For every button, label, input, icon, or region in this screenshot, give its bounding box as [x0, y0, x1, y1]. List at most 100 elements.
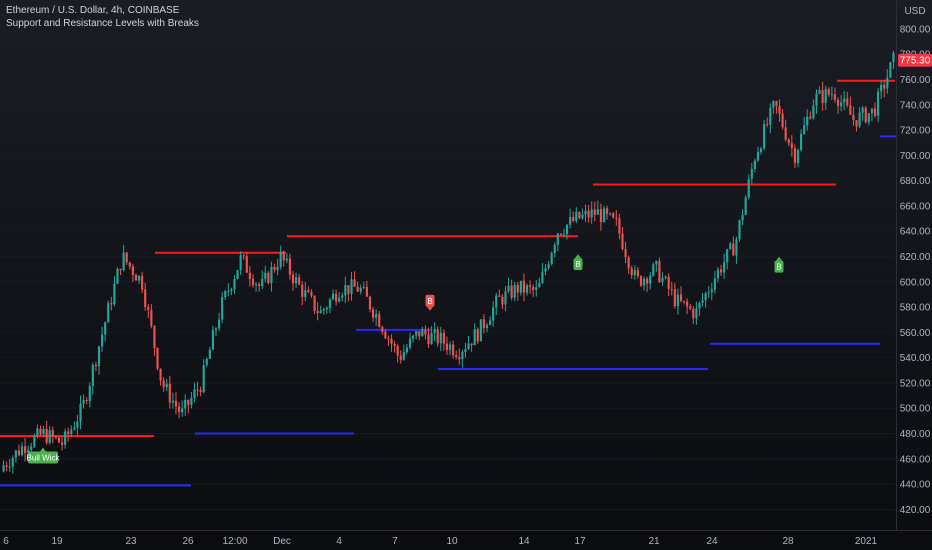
candle-body — [627, 257, 630, 269]
candle-body — [861, 107, 864, 113]
candle-body — [45, 428, 48, 443]
candle-body — [479, 319, 482, 342]
candle-body — [532, 286, 535, 291]
candle-body — [218, 319, 221, 329]
price-tick-label: 420.00 — [900, 505, 931, 516]
candle-body — [809, 116, 812, 119]
candle-body — [642, 278, 646, 286]
candle-body — [439, 332, 442, 344]
candle-body — [294, 277, 298, 284]
candle-body — [430, 332, 433, 345]
candle-body — [319, 310, 322, 314]
candle-body — [233, 278, 236, 290]
time-tick-label: 21 — [648, 536, 660, 547]
candle-body — [113, 283, 116, 305]
candle-body — [159, 368, 162, 381]
candle-body — [42, 428, 45, 435]
candle-body — [254, 284, 258, 286]
candle-body — [541, 271, 544, 283]
candle-body — [156, 347, 159, 369]
candle-body — [778, 105, 781, 114]
candle-body — [852, 114, 855, 121]
candle-body — [488, 320, 492, 326]
candle-body — [590, 209, 593, 218]
candle-body — [322, 309, 325, 311]
candle-body — [458, 357, 461, 360]
candle-body — [211, 330, 215, 350]
candle-body — [886, 77, 889, 89]
candle-body — [584, 210, 587, 215]
candle-body — [649, 275, 652, 284]
candle-body — [248, 272, 251, 279]
candle-body — [14, 450, 17, 458]
candle-body — [335, 293, 338, 302]
candle-body — [30, 446, 33, 450]
candle-body — [830, 94, 833, 96]
candle-body — [85, 400, 88, 402]
time-tick-label: 6 — [3, 536, 9, 547]
currency-label[interactable]: USD — [904, 6, 925, 17]
candle-body — [655, 261, 658, 265]
candle-body — [270, 266, 273, 284]
symbol-title[interactable]: Ethereum / U.S. Dollar, 4h, COINBASE — [6, 5, 180, 16]
candle-body — [476, 329, 479, 342]
time-tick-label: Dec — [273, 536, 291, 547]
price-tick-label: 660.00 — [900, 201, 931, 212]
time-axis[interactable]: 6 19 23 26 12:00 Dec 4 7 10 14 17 21 24 28 2021 — [3, 536, 877, 547]
candle-body — [679, 294, 683, 301]
candle-body — [412, 335, 415, 339]
candle-body — [8, 466, 11, 468]
candle-body — [418, 331, 421, 337]
label-text: B — [427, 297, 432, 306]
candle-body — [621, 233, 624, 250]
candle-body — [686, 301, 689, 307]
candle-body — [710, 289, 713, 293]
candle-body — [396, 346, 399, 356]
candle-body — [116, 268, 119, 284]
indicator-title[interactable]: Support and Resistance Levels with Break… — [6, 18, 199, 29]
candle-body — [57, 437, 61, 443]
candle-body — [569, 216, 572, 225]
candle-body — [60, 442, 64, 445]
candle-body — [732, 243, 735, 256]
candle-body — [356, 286, 359, 292]
price-tick-label: 580.00 — [900, 303, 931, 314]
candle-body — [82, 400, 85, 404]
candle-body — [461, 351, 464, 360]
candle-body — [763, 123, 766, 149]
candle-body — [892, 52, 895, 63]
candle-body — [562, 234, 566, 236]
candle-body — [833, 94, 837, 100]
candle-body — [67, 431, 70, 435]
time-tick-label: 19 — [51, 536, 63, 547]
candle-body — [713, 278, 716, 290]
candle-body — [470, 343, 473, 346]
candle-body — [261, 278, 264, 287]
price-axis[interactable]: 420.00 440.00 460.00 480.00 500.00 520.00 540.… — [900, 24, 931, 515]
last-price-value: 775.30 — [900, 56, 931, 67]
price-tick-label: 700.00 — [900, 151, 931, 162]
candle-body — [273, 266, 276, 270]
candle-body — [876, 91, 880, 116]
price-tick-label: 740.00 — [900, 100, 931, 111]
candle-body — [150, 309, 153, 326]
candle-body — [873, 108, 877, 116]
candle-body — [436, 329, 439, 344]
candle-body — [184, 399, 187, 409]
candle-body — [578, 211, 581, 219]
candle-body — [331, 293, 335, 300]
candle-body — [79, 403, 82, 422]
candle-body — [498, 295, 501, 297]
candle-body — [624, 249, 627, 258]
candle-body — [800, 133, 803, 150]
candle-body — [328, 299, 332, 308]
levels — [0, 79, 897, 487]
candle-body — [371, 309, 375, 318]
price-tick-label: 720.00 — [900, 126, 931, 137]
candle-body — [353, 279, 356, 287]
candle-body — [242, 255, 245, 257]
candle-body — [522, 280, 526, 293]
candle-body — [168, 383, 171, 403]
